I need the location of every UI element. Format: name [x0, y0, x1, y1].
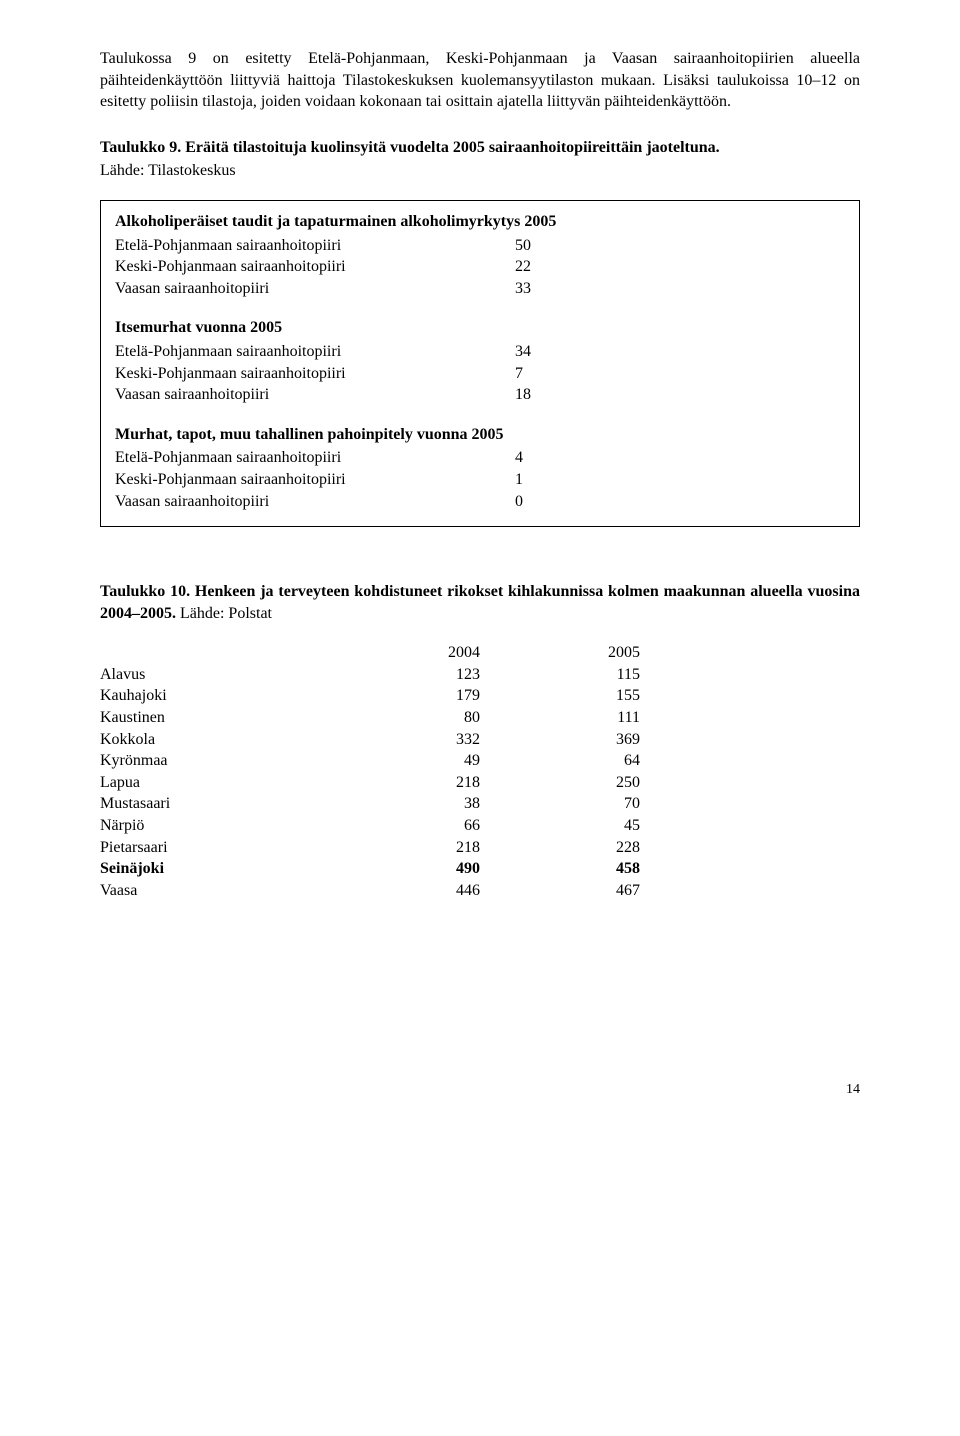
row-value: 332 [360, 729, 520, 751]
row-value: 80 [360, 707, 520, 729]
table-row: Vaasa 446 467 [100, 880, 860, 902]
row-value: 64 [520, 750, 680, 772]
row-label: Etelä-Pohjanmaan sairaanhoitopiiri [115, 235, 515, 257]
row-label: Vaasa [100, 880, 360, 902]
table10: 2004 2005 Alavus 123 115 Kauhajoki 179 1… [100, 642, 860, 901]
row-value: 123 [360, 664, 520, 686]
table-row: Lapua 218 250 [100, 772, 860, 794]
row-value: 33 [515, 278, 575, 300]
row-value: 45 [520, 815, 680, 837]
row-value: 250 [520, 772, 680, 794]
row-label: Alavus [100, 664, 360, 686]
table-row: Keski-Pohjanmaan sairaanhoitopiiri 7 [115, 363, 845, 385]
table10-col-2: 2005 [520, 642, 680, 664]
table9-section-0-title: Alkoholiperäiset taudit ja tapaturmainen… [115, 211, 845, 233]
table10-col-1: 2004 [360, 642, 520, 664]
row-value: 50 [515, 235, 575, 257]
row-value: 369 [520, 729, 680, 751]
table-row: Etelä-Pohjanmaan sairaanhoitopiiri 4 [115, 447, 845, 469]
row-value: 22 [515, 256, 575, 278]
table-row: Pietarsaari 218 228 [100, 837, 860, 859]
table-row: Vaasan sairaanhoitopiiri 33 [115, 278, 845, 300]
row-label: Kokkola [100, 729, 360, 751]
row-value: 1 [515, 469, 575, 491]
row-label: Kyrönmaa [100, 750, 360, 772]
table9-section-1-title: Itsemurhat vuonna 2005 [115, 317, 845, 339]
table9-section-2: Murhat, tapot, muu tahallinen pahoinpite… [115, 424, 845, 512]
table-row: Närpiö 66 45 [100, 815, 860, 837]
table-row: Etelä-Pohjanmaan sairaanhoitopiiri 50 [115, 235, 845, 257]
table9-section-2-title: Murhat, tapot, muu tahallinen pahoinpite… [115, 424, 845, 446]
row-label: Etelä-Pohjanmaan sairaanhoitopiiri [115, 341, 515, 363]
table9-title: Taulukko 9. Eräitä tilastoituja kuolinsy… [100, 139, 720, 156]
row-value: 4 [515, 447, 575, 469]
table-row: Keski-Pohjanmaan sairaanhoitopiiri 22 [115, 256, 845, 278]
row-value: 18 [515, 384, 575, 406]
row-label: Lapua [100, 772, 360, 794]
row-label: Keski-Pohjanmaan sairaanhoitopiiri [115, 363, 515, 385]
table-row: Kaustinen 80 111 [100, 707, 860, 729]
row-value: 0 [515, 491, 575, 513]
table10-heading: Taulukko 10. Henkeen ja terveyteen kohdi… [100, 581, 860, 624]
row-value: 70 [520, 793, 680, 815]
table-row: Vaasan sairaanhoitopiiri 18 [115, 384, 845, 406]
table-row: Keski-Pohjanmaan sairaanhoitopiiri 1 [115, 469, 845, 491]
table10-col-0 [100, 642, 360, 664]
table10-source: Lähde: Polstat [176, 605, 272, 622]
row-value: 115 [520, 664, 680, 686]
row-label: Mustasaari [100, 793, 360, 815]
table-row: Kauhajoki 179 155 [100, 685, 860, 707]
table9-section-1: Itsemurhat vuonna 2005 Etelä-Pohjanmaan … [115, 317, 845, 405]
table10-header-row: 2004 2005 [100, 642, 860, 664]
table9-section-0: Alkoholiperäiset taudit ja tapaturmainen… [115, 211, 845, 299]
row-value: 446 [360, 880, 520, 902]
intro-paragraph: Taulukossa 9 on esitetty Etelä-Pohjanmaa… [100, 48, 860, 113]
row-value: 111 [520, 707, 680, 729]
table-row: Mustasaari 38 70 [100, 793, 860, 815]
row-value: 218 [360, 772, 520, 794]
row-value: 155 [520, 685, 680, 707]
table-row: Kyrönmaa 49 64 [100, 750, 860, 772]
table-row: Alavus 123 115 [100, 664, 860, 686]
row-value: 38 [360, 793, 520, 815]
row-label: Keski-Pohjanmaan sairaanhoitopiiri [115, 469, 515, 491]
row-value: 218 [360, 837, 520, 859]
row-label: Keski-Pohjanmaan sairaanhoitopiiri [115, 256, 515, 278]
row-label: Vaasan sairaanhoitopiiri [115, 384, 515, 406]
row-value: 228 [520, 837, 680, 859]
table9-box: Alkoholiperäiset taudit ja tapaturmainen… [100, 200, 860, 527]
page-number: 14 [100, 1081, 860, 1100]
table9-heading: Taulukko 9. Eräitä tilastoituja kuolinsy… [100, 137, 860, 159]
table-row: Kokkola 332 369 [100, 729, 860, 751]
row-label: Pietarsaari [100, 837, 360, 859]
row-value: 179 [360, 685, 520, 707]
row-value: 49 [360, 750, 520, 772]
row-label: Seinäjoki [100, 858, 360, 880]
table-row: Etelä-Pohjanmaan sairaanhoitopiiri 34 [115, 341, 845, 363]
row-value: 66 [360, 815, 520, 837]
row-label: Vaasan sairaanhoitopiiri [115, 278, 515, 300]
row-value: 490 [360, 858, 520, 880]
row-value: 7 [515, 363, 575, 385]
row-label: Närpiö [100, 815, 360, 837]
row-value: 34 [515, 341, 575, 363]
table-row: Seinäjoki 490 458 [100, 858, 860, 880]
table9-source: Lähde: Tilastokeskus [100, 160, 860, 182]
row-value: 467 [520, 880, 680, 902]
table-row: Vaasan sairaanhoitopiiri 0 [115, 491, 845, 513]
row-label: Vaasan sairaanhoitopiiri [115, 491, 515, 513]
row-label: Kaustinen [100, 707, 360, 729]
row-label: Kauhajoki [100, 685, 360, 707]
row-value: 458 [520, 858, 680, 880]
row-label: Etelä-Pohjanmaan sairaanhoitopiiri [115, 447, 515, 469]
